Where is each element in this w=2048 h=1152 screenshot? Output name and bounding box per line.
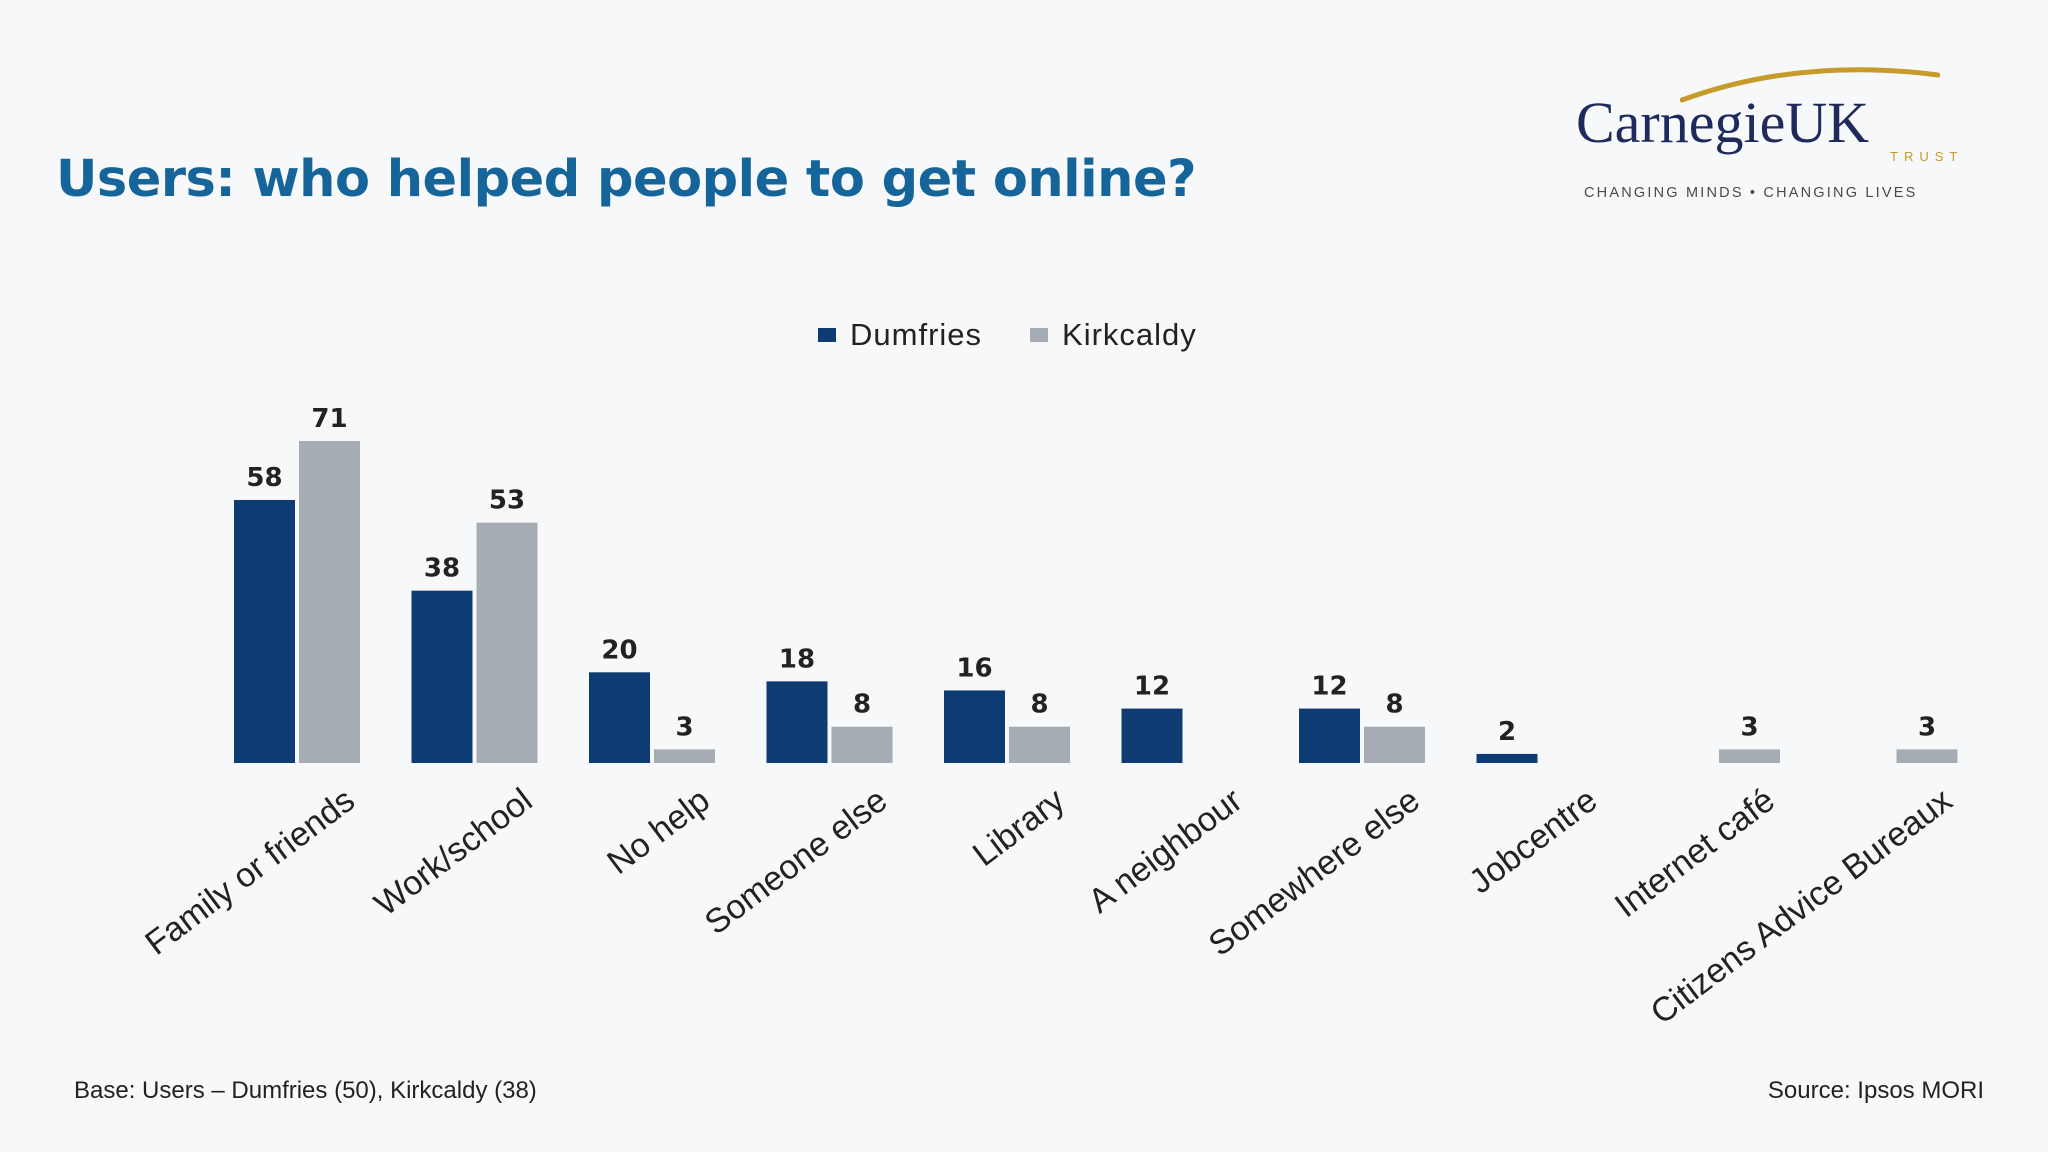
legend-item-kirkcaldy: Kirkcaldy [1030,317,1197,353]
data-label-kirkcaldy-8: 3 [1740,712,1758,742]
logo-swoosh-icon [1680,67,1940,103]
category-label-0: Family or friends [138,781,362,963]
bar-dumfries-0 [234,499,295,763]
data-label-kirkcaldy-4: 8 [1030,690,1048,720]
category-label-9: Citizens Advice Bureaux [1644,781,1960,1032]
legend-label-dumfries: Dumfries [850,317,983,352]
chart-legend: Dumfries Kirkcaldy [818,313,1197,357]
base-note: Base: Users – Dumfries (50), Kirkcaldy (… [74,1077,537,1104]
bar-dumfries-7 [1476,753,1538,763]
category-label-3: Someone else [698,781,894,942]
data-label-dumfries-3: 18 [779,644,815,674]
data-label-dumfries-0: 58 [246,463,282,493]
category-label-4: Library [966,781,1072,874]
bar-dumfries-1 [411,590,473,763]
category-label-5: A neighbour [1081,781,1249,921]
data-label-kirkcaldy-9: 3 [1918,712,1936,742]
data-label-kirkcaldy-2: 3 [675,712,693,742]
category-label-7: Jobcentre [1462,781,1604,901]
data-label-kirkcaldy-6: 8 [1385,690,1403,720]
bar-dumfries-5 [1121,708,1183,763]
category-label-1: Work/school [368,781,540,924]
data-label-dumfries-5: 12 [1134,672,1170,702]
data-label-dumfries-1: 38 [424,554,460,584]
legend-label-kirkcaldy: Kirkcaldy [1062,317,1197,352]
bar-kirkcaldy-0 [299,441,360,763]
bar-kirkcaldy-4 [1009,726,1070,763]
logo-tagline: CHANGING MINDS • CHANGING LIVES [1584,185,1918,201]
legend-item-dumfries: Dumfries [818,317,982,353]
bar-kirkcaldy-9 [1896,749,1958,763]
carnegie-uk-logo: CarnegieUK TRUST CHANGING MINDS • CHANGI… [1570,55,1970,215]
category-label-8: Internet café [1608,781,1782,925]
logo-name: CarnegieUK [1576,90,1870,155]
data-label-dumfries-4: 16 [956,653,992,683]
bar-dumfries-3 [766,681,828,763]
bar-kirkcaldy-1 [476,522,538,763]
bar-kirkcaldy-2 [654,749,715,763]
slide-title: Users: who helped people to get online? [56,150,1197,209]
data-label-dumfries-2: 20 [601,635,637,665]
data-label-dumfries-7: 2 [1498,717,1516,747]
bar-dumfries-2 [589,672,650,763]
bar-dumfries-6 [1299,708,1360,763]
legend-swatch-dumfries [818,328,836,342]
bar-kirkcaldy-6 [1364,726,1425,763]
source-note: Source: Ipsos MORI [1767,1077,1984,1104]
data-label-kirkcaldy-1: 53 [489,486,525,516]
category-label-2: No help [600,781,716,882]
legend-swatch-kirkcaldy [1030,328,1049,342]
bar-kirkcaldy-8 [1719,749,1780,763]
logo-trust: TRUST [1890,149,1964,164]
bar-dumfries-4 [944,690,1005,763]
data-label-kirkcaldy-3: 8 [853,690,871,720]
data-label-dumfries-6: 12 [1311,672,1347,702]
bar-kirkcaldy-3 [831,726,893,763]
data-label-kirkcaldy-0: 71 [311,404,347,434]
